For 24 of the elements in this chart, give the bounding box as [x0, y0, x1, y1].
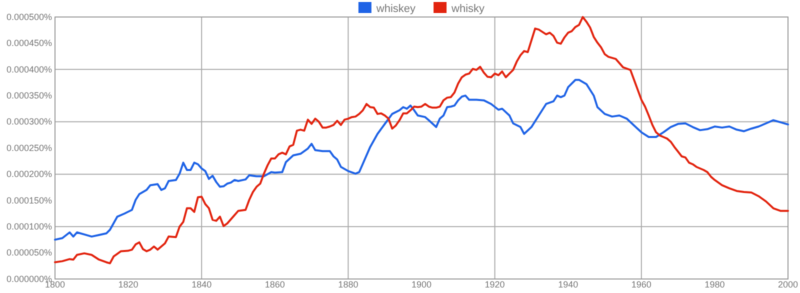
y-tick-label: 0.000200%	[6, 169, 52, 180]
y-tick-label: 0.000500%	[6, 12, 52, 22]
x-tick-label: 1920	[484, 279, 505, 290]
x-tick-label: 1820	[118, 279, 138, 290]
y-tick-label: 0.000150%	[6, 195, 52, 206]
line-series	[54, 16, 789, 264]
y-tick-label: 0.000300%	[6, 116, 52, 127]
y-tick-label: 0.000100%	[6, 221, 52, 232]
line-series	[54, 78, 789, 241]
y-tick-label: 0.000350%	[6, 90, 52, 100]
y-tick-label: 0.000050%	[6, 248, 52, 258]
x-tick-label: 1840	[192, 279, 212, 290]
x-tick-label: 1940	[558, 279, 578, 290]
x-tick-label: 1900	[411, 279, 432, 290]
x-tick-label: 1860	[264, 279, 285, 290]
y-tick-label: 0.000250%	[6, 142, 52, 153]
y-tick-label: 0.000450%	[6, 38, 52, 48]
x-tick-label: 2000	[778, 279, 798, 290]
legend-label: whisky	[450, 3, 486, 15]
legend-label: whiskey	[375, 3, 416, 15]
x-tick-label: 1960	[631, 279, 652, 290]
x-tick-label: 1980	[704, 279, 725, 290]
x-tick-label: 1880	[338, 279, 358, 290]
y-tick-label: 0.000400%	[6, 64, 52, 74]
